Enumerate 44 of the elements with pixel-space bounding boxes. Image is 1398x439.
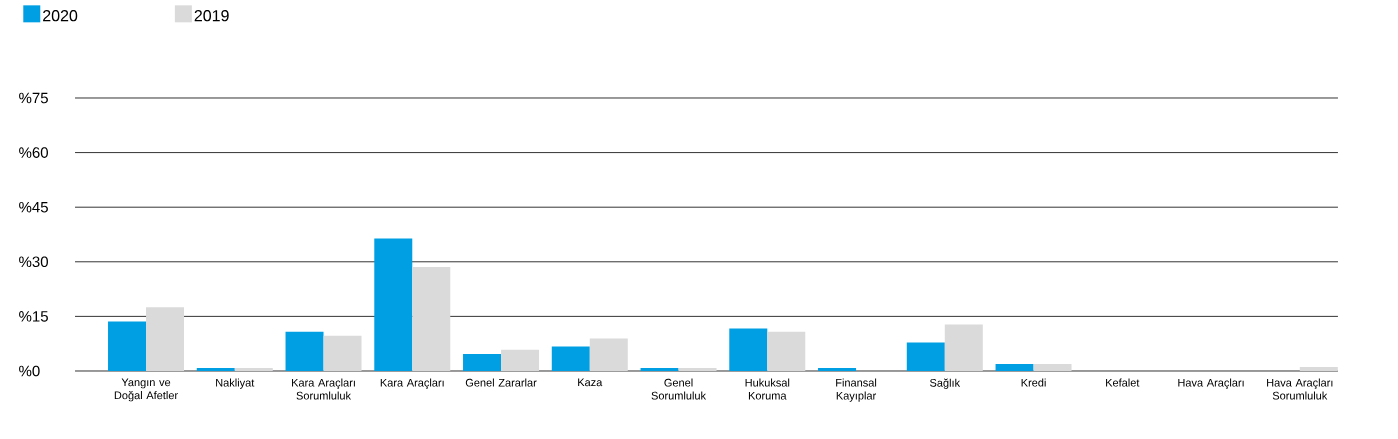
y-tick-label: %0: [19, 365, 40, 377]
x-tick-label: Hukuksal Koruma: [745, 378, 790, 400]
y-tick-label: %75: [19, 92, 48, 104]
x-tick-label: Yangın ve Doğal Afetler: [114, 378, 178, 402]
bar: [285, 331, 324, 371]
y-tick-label: %60: [19, 147, 48, 158]
x-tick-label: Nakliyat: [216, 378, 255, 389]
x-tick-label: Sağlık: [930, 378, 961, 389]
bar: [944, 324, 983, 371]
x-tick-label: Kredi: [1021, 378, 1046, 387]
bar: [818, 368, 857, 371]
bar: [1033, 364, 1072, 371]
bar: [995, 364, 1034, 371]
bar: [323, 335, 362, 371]
bar: [196, 368, 235, 371]
y-tick-label: %45: [19, 201, 48, 213]
x-tick-label: Kaza: [578, 378, 603, 387]
bar: [906, 342, 945, 371]
bar: [412, 266, 451, 371]
y-tick-label: %30: [19, 256, 48, 268]
bar: [589, 338, 628, 371]
legend-label: 2019: [194, 10, 229, 22]
y-tick-label: %15: [19, 311, 48, 322]
x-tick-label: Finansal Kayıplar: [836, 378, 877, 402]
x-tick-label: Genel Zararlar: [465, 378, 537, 387]
x-tick-label: Genel Sorumluluk: [651, 378, 707, 400]
legend-label: 2020: [43, 10, 78, 22]
bar: [640, 368, 679, 371]
x-tick-label: Kara Araçları: [380, 378, 444, 389]
bar: [234, 368, 273, 371]
x-tick-label: Hava Araçları: [1178, 378, 1244, 389]
x-tick-label: Kara Araçları Sorumluluk: [292, 378, 355, 400]
bar: [501, 349, 540, 371]
bar: [374, 238, 413, 371]
bar: [1299, 366, 1338, 371]
bar: [146, 307, 185, 371]
x-tick-label: Hava Araçları Sorumluluk: [1267, 378, 1333, 400]
bar: [678, 368, 717, 371]
bar: [463, 353, 502, 371]
bar: [108, 321, 147, 371]
bar: [729, 328, 768, 371]
bar: [551, 346, 590, 371]
x-tick-label: Kefalet: [1106, 378, 1140, 387]
bar: [767, 331, 806, 371]
